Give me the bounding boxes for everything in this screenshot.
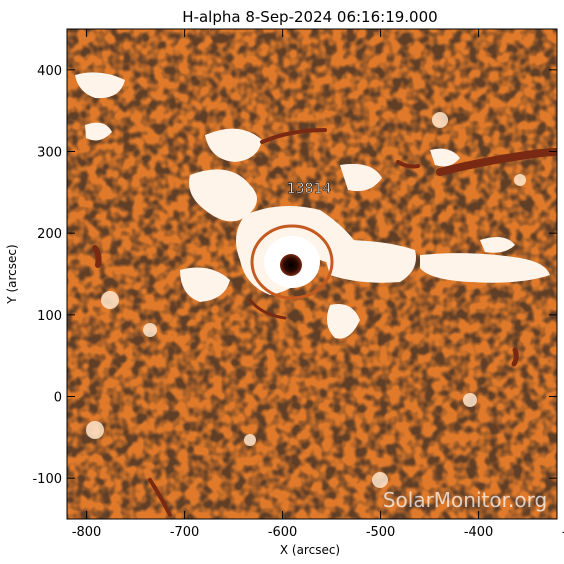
y-tick-label: 200 (37, 227, 62, 242)
x-tick-label: -500 (366, 525, 396, 540)
y-axis: -100 0 100 200 300 400 (32, 64, 557, 487)
x-axis: -800 -700 -600 -500 -400 -300 (72, 29, 564, 540)
sunspot (250, 224, 334, 300)
x-tick-label: -800 (72, 525, 102, 540)
y-tick-label: 400 (37, 64, 62, 79)
filaments (92, 128, 557, 517)
y-tick-label: 0 (54, 391, 62, 406)
y-axis-label: Y (arcsec) (5, 244, 19, 304)
image-title: H-alpha 8-Sep-2024 06:16:19.000 (182, 8, 437, 26)
watermark: SolarMonitor.org (383, 488, 547, 512)
solar-image: 13814 SolarMonitor.org (67, 29, 557, 519)
y-tick-label: 300 (37, 146, 62, 161)
y-tick-label: 100 (37, 309, 62, 324)
y-tick-label: -100 (32, 472, 62, 487)
x-tick-label: -300 (562, 525, 564, 540)
plot-frame (66, 28, 558, 520)
x-tick-label: -700 (170, 525, 200, 540)
x-axis-label: X (arcsec) (280, 543, 340, 557)
x-tick-label: -600 (268, 525, 298, 540)
x-tick-label: -400 (464, 525, 494, 540)
bright-network (86, 112, 526, 488)
active-region-label: 13814 (287, 181, 332, 197)
